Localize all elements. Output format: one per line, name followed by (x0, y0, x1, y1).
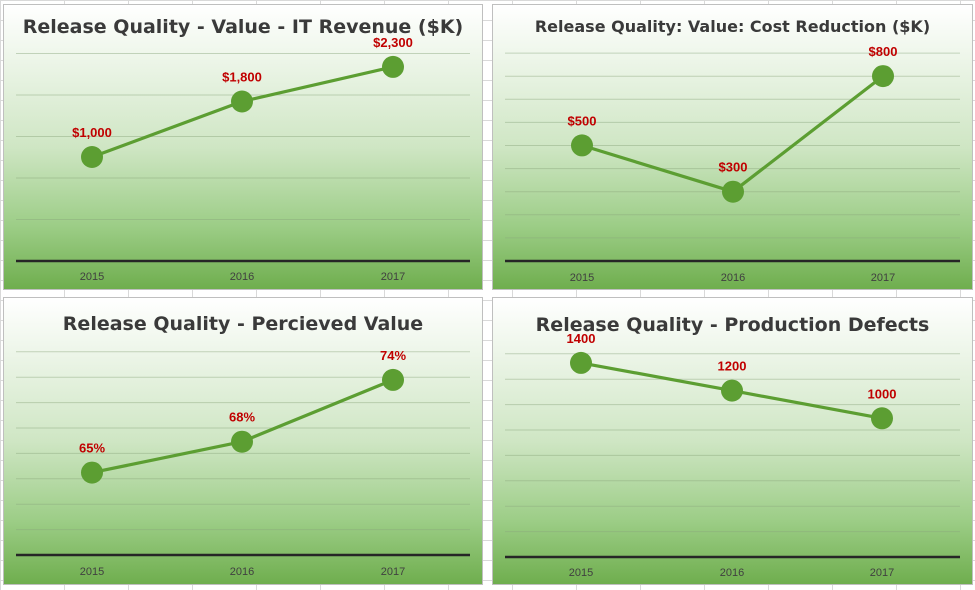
series-line (91, 378, 394, 475)
x-tick-label: 2016 (230, 566, 254, 578)
data-point (872, 65, 894, 88)
data-label: $1,800 (222, 70, 262, 85)
x-tick-label: 2015 (569, 567, 593, 579)
x-tick-label: 2016 (720, 567, 744, 579)
data-point (871, 407, 893, 430)
data-label: $2,300 (373, 35, 413, 50)
chart-title: Release Quality - Percieved Value (63, 313, 423, 335)
data-point (570, 351, 592, 374)
chart-svg: Release Quality - Production Defects1400… (505, 314, 960, 579)
data-label: $1,000 (72, 125, 112, 140)
x-tick-label: 2016 (721, 272, 745, 284)
gridlines (505, 353, 960, 533)
data-point (382, 368, 404, 391)
perceived-value-chart: Release Quality - Percieved Value 65% 68% 7… (3, 297, 483, 585)
x-tick-label: 2015 (570, 272, 594, 284)
data-label: $800 (869, 44, 898, 59)
data-label: $500 (568, 113, 597, 128)
data-label: 65% (79, 441, 105, 456)
data-label: 68% (229, 410, 255, 425)
data-point (231, 430, 253, 453)
x-tick-label: 2015 (80, 271, 104, 283)
chart-title: Release Quality - Value - IT Revenue ($K… (23, 16, 463, 38)
chart-title: Release Quality: Value: Cost Reduction (… (535, 17, 930, 36)
data-point (571, 134, 593, 157)
data-label: 1200 (718, 359, 747, 374)
chart-svg: Release Quality: Value: Cost Reduction (… (505, 17, 960, 284)
production-defects-chart: Release Quality - Production Defects 1400… (492, 297, 973, 585)
data-point (722, 180, 744, 203)
x-tick-label: 2017 (381, 271, 405, 283)
data-label: 74% (380, 348, 406, 363)
data-label: $300 (719, 160, 748, 175)
data-point (231, 90, 253, 113)
data-point (721, 379, 743, 402)
x-tick-label: 2015 (80, 566, 104, 578)
cost-reduction-chart: Release Quality: Value: Cost Reduction (… (492, 4, 973, 290)
it-revenue-chart: Release Quality - Value - IT Revenue ($K… (3, 4, 483, 290)
gridlines (16, 53, 470, 220)
data-point (382, 55, 404, 78)
chart-title: Release Quality - Production Defects (536, 314, 930, 336)
data-point (81, 146, 103, 168)
x-tick-label: 2017 (871, 272, 895, 284)
data-label: 1400 (567, 331, 596, 346)
data-point (81, 461, 103, 484)
x-tick-label: 2017 (381, 566, 405, 578)
data-label: 1000 (868, 386, 897, 401)
x-tick-label: 2016 (230, 271, 254, 283)
chart-svg: Release Quality - Value - IT Revenue ($K… (16, 16, 470, 283)
chart-svg: Release Quality - Percieved Value 65% 68% 7… (16, 313, 470, 578)
x-tick-label: 2017 (870, 567, 894, 579)
